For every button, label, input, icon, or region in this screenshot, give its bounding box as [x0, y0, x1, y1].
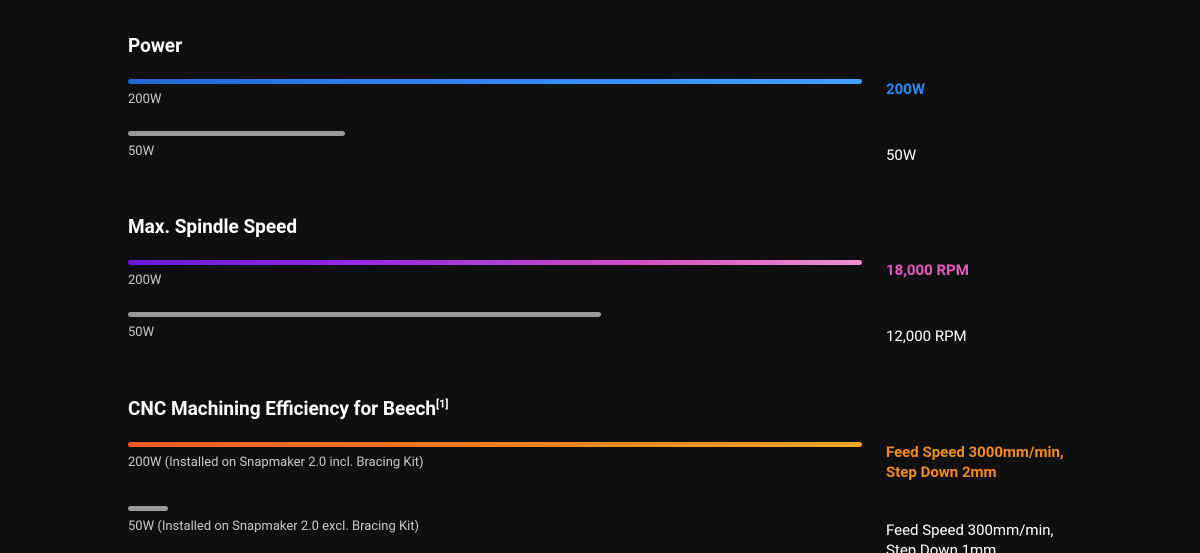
bar-value: 50W [886, 131, 1072, 165]
bar-column: 200W [128, 79, 862, 107]
bar-fill [128, 260, 862, 265]
bar-column: 50W [128, 131, 862, 159]
bar-row: 200W 200W [128, 79, 1072, 107]
section-title-text: Max. Spindle Speed [128, 215, 297, 238]
bar-column: 200W (Installed on Snapmaker 2.0 incl. B… [128, 442, 862, 470]
bar-column: 50W [128, 312, 862, 340]
bar-fill [128, 442, 862, 447]
bar-value: 18,000 RPM [886, 260, 1072, 280]
bar-fill [128, 131, 345, 136]
comparison-chart: Power 200W 200W 50W 50W Max. Spindle Speed 200… [0, 0, 1200, 553]
bar-value: Feed Speed 300mm/min, Step Down 1mm [886, 506, 1072, 553]
bar-label: 200W (Installed on Snapmaker 2.0 incl. B… [128, 455, 862, 470]
section: Power 200W 200W 50W 50W [128, 34, 1072, 165]
bar-value: 12,000 RPM [886, 312, 1072, 346]
bar-fill [128, 79, 862, 84]
section-title: Power [128, 34, 1072, 57]
section-title-footnote: [1] [436, 397, 448, 410]
bar-fill [128, 312, 601, 317]
bar-row: 50W 12,000 RPM [128, 312, 1072, 346]
bar-column: 50W (Installed on Snapmaker 2.0 excl. Br… [128, 506, 862, 534]
bar-value: 200W [886, 79, 1072, 99]
bar-row: 200W (Installed on Snapmaker 2.0 incl. B… [128, 442, 1072, 483]
bar-label: 50W [128, 325, 862, 340]
section-title: CNC Machining Efficiency for Beech[1] [128, 397, 1072, 420]
bar-label: 200W [128, 273, 862, 288]
section-title-text: CNC Machining Efficiency for Beech [128, 397, 436, 420]
bar-label: 50W [128, 144, 862, 159]
bar-value: Feed Speed 3000mm/min, Step Down 2mm [886, 442, 1072, 483]
section-title-text: Power [128, 34, 182, 57]
section: CNC Machining Efficiency for Beech[1] 200… [128, 397, 1072, 553]
bar-label: 200W [128, 92, 862, 107]
bar-row: 50W (Installed on Snapmaker 2.0 excl. Br… [128, 506, 1072, 553]
bar-label: 50W (Installed on Snapmaker 2.0 excl. Br… [128, 519, 862, 534]
bar-fill [128, 506, 168, 511]
section-title: Max. Spindle Speed [128, 215, 1072, 238]
section: Max. Spindle Speed 200W 18,000 RPM 50W 12,00… [128, 215, 1072, 346]
bar-row: 50W 50W [128, 131, 1072, 165]
bar-column: 200W [128, 260, 862, 288]
bar-row: 200W 18,000 RPM [128, 260, 1072, 288]
